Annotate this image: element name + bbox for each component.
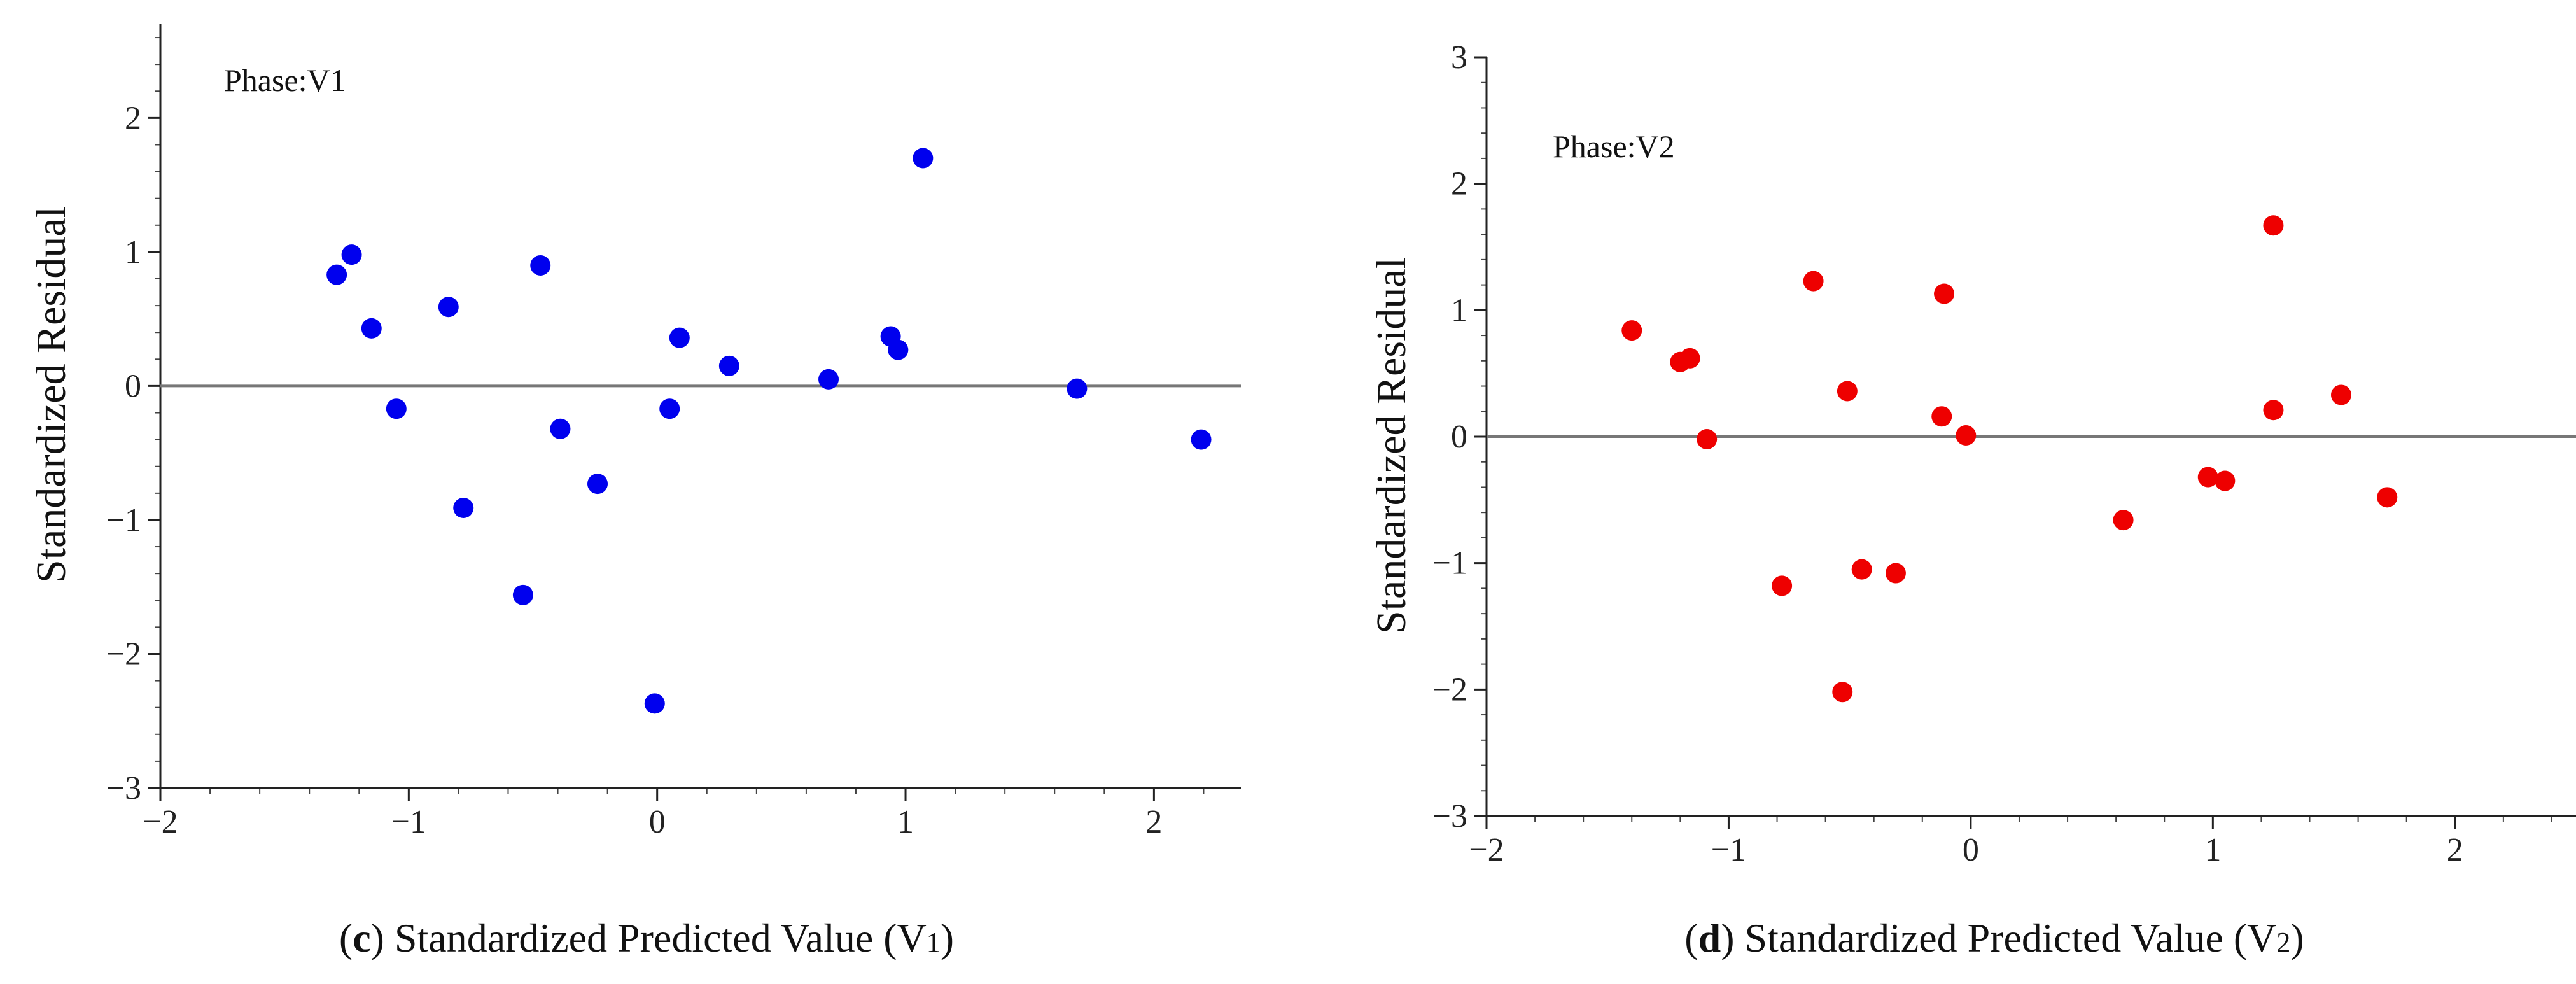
- chart-d-caption-text: Standardized Predicted Value (V: [1745, 915, 2277, 960]
- chart-d-point: [1832, 682, 1853, 703]
- chart-d-x-tick-label: 2: [2447, 832, 2463, 868]
- chart-d-y-tick-label: −2: [1432, 671, 1467, 708]
- chart-d-point: [1772, 575, 1793, 596]
- chart-c-y-tick-labels: −3 −2 −1 0 1 2: [106, 100, 141, 806]
- chart-c-point: [326, 264, 347, 285]
- chart-d-point: [2215, 470, 2236, 491]
- chart-c-point: [361, 318, 382, 339]
- chart-c-x-tick-label: −1: [391, 804, 426, 840]
- chart-c-y-tick-label: −3: [106, 770, 141, 806]
- chart-c-y-tick-label: 0: [125, 368, 141, 404]
- chart-c-point: [587, 474, 608, 495]
- chart-c-point: [913, 148, 934, 169]
- chart-c-y-tick-label: −2: [106, 636, 141, 672]
- chart-d-point: [2377, 487, 2398, 508]
- chart-c-point: [512, 584, 533, 605]
- chart-c-x-tick-label: −2: [143, 804, 178, 840]
- chart-d-point: [1697, 428, 1718, 449]
- chart-d-point: [2330, 384, 2351, 405]
- chart-d-point: [1885, 563, 1906, 584]
- chart-c-x-tick-label: 0: [649, 804, 666, 840]
- chart-c-point: [1067, 378, 1088, 399]
- chart-c-x-tick-label: 1: [897, 804, 914, 840]
- chart-c-point: [888, 339, 909, 360]
- chart-d-y-tick-label: 2: [1451, 166, 1467, 202]
- chart-d-caption-sub: 2: [2276, 927, 2290, 958]
- chart-d-title: Phase:V2: [1553, 129, 1675, 164]
- chart-c-point: [1191, 429, 1212, 450]
- chart-d-major-ticks: [1474, 56, 2456, 829]
- chart-d-y-tick-label: 0: [1451, 419, 1467, 455]
- chart-c-point: [718, 355, 739, 376]
- chart-c-point: [818, 369, 839, 390]
- chart-d-caption: (d) Standardized Predicted Value (V2): [1684, 915, 2304, 960]
- chart-c-y-label: Standardized Residual: [28, 206, 74, 583]
- chart-c-point: [453, 498, 474, 518]
- chart-c-title: Phase:V1: [224, 62, 346, 98]
- chart-c-point: [341, 244, 362, 265]
- chart-c-y-tick-label: 1: [125, 234, 141, 271]
- chart-d-y-tick-label: −3: [1432, 798, 1467, 834]
- chart-c-caption-letter: c: [353, 915, 370, 960]
- chart-d-y-tick-label: 3: [1451, 39, 1467, 76]
- chart-c-points: [326, 148, 1212, 714]
- chart-d-point: [1956, 425, 1977, 446]
- chart-d-caption-letter: d: [1698, 915, 1721, 960]
- chart-c-point: [659, 398, 680, 419]
- chart-c-point: [550, 418, 571, 439]
- chart-d-point: [2113, 510, 2134, 531]
- chart-c-x-tick-label: 2: [1145, 804, 1162, 840]
- chart-c-caption: (c) Standardized Predicted Value (V1): [339, 915, 954, 960]
- chart-c-caption-sub: 1: [927, 927, 941, 958]
- chart-d-point: [1837, 381, 1858, 402]
- chart-d-point: [1934, 283, 1955, 304]
- chart-c-point: [530, 255, 551, 276]
- chart-d-point: [1621, 320, 1642, 341]
- chart-d-y-tick-label: −1: [1432, 545, 1467, 582]
- chart-d-x-tick-labels: −2 −1 0 1 2: [1469, 832, 2463, 868]
- chart-c-x-tick-labels: −2 −1 0 1 2: [143, 804, 1162, 840]
- chart-d-y-tick-label: 1: [1451, 292, 1467, 328]
- chart-d-point: [1803, 271, 1824, 292]
- chart-c-point: [386, 398, 407, 419]
- chart-c-caption-text: Standardized Predicted Value (V: [395, 915, 927, 960]
- chart-d-point: [2263, 400, 2284, 421]
- chart-c-minor-ticks: [155, 37, 1205, 794]
- chart-d-point: [1679, 348, 1700, 369]
- chart-d-caption-close: ): [2290, 915, 2304, 960]
- chart-d-x-tick-label: −2: [1469, 832, 1504, 868]
- chart-d-point: [1931, 406, 1952, 427]
- chart-c-y-tick-label: 2: [125, 100, 141, 136]
- chart-c-point: [644, 693, 665, 714]
- chart-d-point: [2263, 215, 2284, 236]
- chart-c-major-ticks: [148, 116, 1155, 801]
- chart-c-caption-close: ): [941, 915, 954, 960]
- chart-d-point: [1851, 559, 1872, 580]
- chart-d-minor-ticks: [1481, 81, 2552, 822]
- chart-c-point: [669, 327, 690, 348]
- chart-c-y-tick-label: −1: [106, 502, 141, 538]
- chart-d-point: [2197, 467, 2218, 488]
- chart-c-point: [438, 297, 459, 318]
- chart-d-y-label: Standardized Residual: [1368, 257, 1415, 634]
- chart-d-x-tick-label: 0: [1963, 832, 1979, 868]
- chart-d-x-tick-label: −1: [1711, 832, 1746, 868]
- chart-d-x-tick-label: 1: [2204, 832, 2221, 868]
- chart-d-y-tick-labels: −3 −2 −1 0 1 2 3: [1432, 39, 1467, 834]
- chart-d-points: [1621, 215, 2398, 703]
